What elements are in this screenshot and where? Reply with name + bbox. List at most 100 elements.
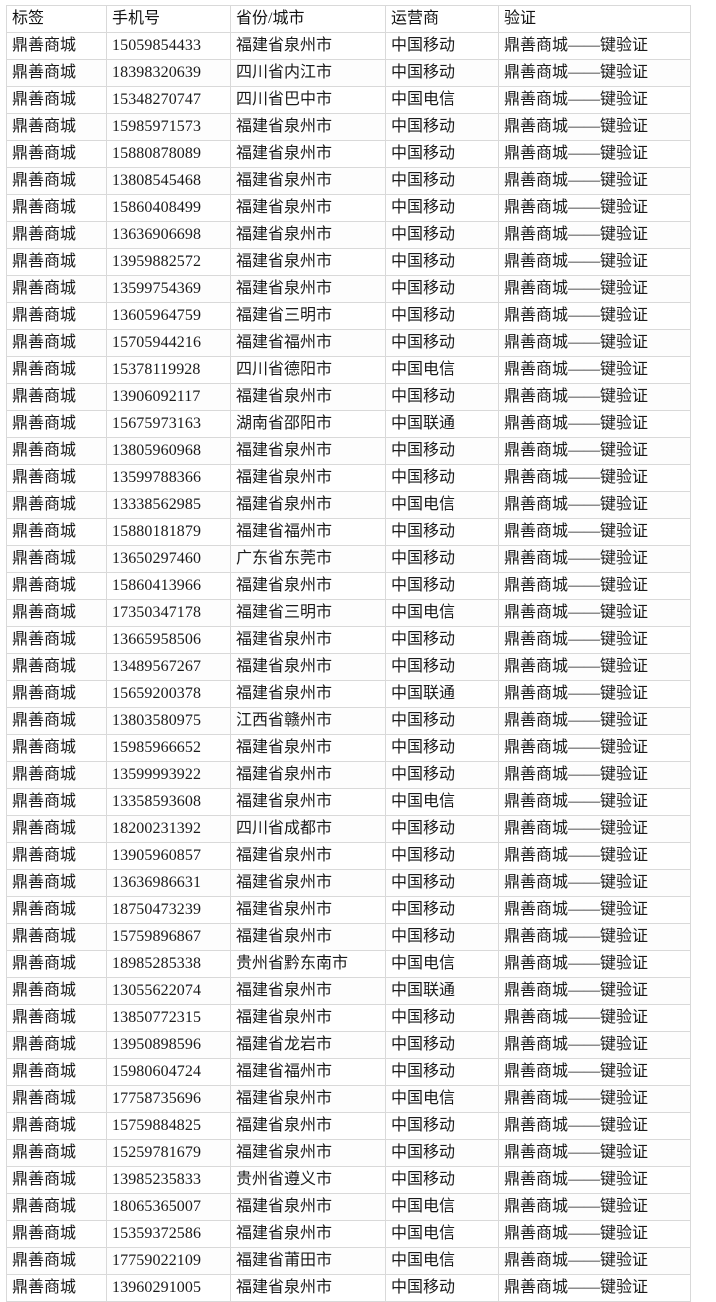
cell-verify[interactable]: 鼎善商城——键验证 — [498, 950, 691, 978]
table-row[interactable]: 鼎善商城 18200231392 四川省成都市 中国移动 鼎善商城——键验证 — [6, 815, 691, 843]
cell-phone[interactable]: 17350347178 — [106, 599, 231, 627]
cell-carrier[interactable]: 中国移动 — [385, 32, 499, 60]
table-row[interactable]: 鼎善商城 13985235833 贵州省遵义市 中国移动 鼎善商城——键验证 — [6, 1166, 691, 1194]
cell-verify[interactable]: 鼎善商城——键验证 — [498, 626, 691, 654]
table-row[interactable]: 鼎善商城 15259781679 福建省泉州市 中国移动 鼎善商城——键验证 — [6, 1139, 691, 1167]
cell-phone[interactable]: 15059854433 — [106, 32, 231, 60]
table-row[interactable]: 鼎善商城 15705944216 福建省福州市 中国移动 鼎善商城——键验证 — [6, 329, 691, 357]
table-row[interactable]: 鼎善商城 15659200378 福建省泉州市 中国联通 鼎善商城——键验证 — [6, 680, 691, 708]
cell-label[interactable]: 鼎善商城 — [6, 707, 107, 735]
cell-carrier[interactable]: 中国移动 — [385, 842, 499, 870]
cell-region[interactable]: 福建省泉州市 — [230, 194, 386, 222]
table-row[interactable]: 鼎善商城 15880181879 福建省福州市 中国移动 鼎善商城——键验证 — [6, 518, 691, 546]
cell-region[interactable]: 福建省泉州市 — [230, 977, 386, 1005]
cell-label[interactable]: 鼎善商城 — [6, 1139, 107, 1167]
cell-carrier[interactable]: 中国移动 — [385, 653, 499, 681]
cell-phone[interactable]: 13665958506 — [106, 626, 231, 654]
cell-phone[interactable]: 15675973163 — [106, 410, 231, 438]
cell-carrier[interactable]: 中国移动 — [385, 59, 499, 87]
cell-phone[interactable]: 18200231392 — [106, 815, 231, 843]
cell-verify[interactable]: 鼎善商城——键验证 — [498, 896, 691, 924]
cell-carrier[interactable]: 中国电信 — [385, 1193, 499, 1221]
cell-verify[interactable]: 鼎善商城——键验证 — [498, 599, 691, 627]
cell-label[interactable]: 鼎善商城 — [6, 1193, 107, 1221]
cell-carrier[interactable]: 中国移动 — [385, 1058, 499, 1086]
table-row[interactable]: 鼎善商城 13950898596 福建省龙岩市 中国移动 鼎善商城——键验证 — [6, 1031, 691, 1059]
cell-carrier[interactable]: 中国移动 — [385, 383, 499, 411]
cell-carrier[interactable]: 中国移动 — [385, 140, 499, 168]
cell-phone[interactable]: 15980604724 — [106, 1058, 231, 1086]
cell-verify[interactable]: 鼎善商城——键验证 — [498, 1031, 691, 1059]
cell-carrier[interactable]: 中国移动 — [385, 761, 499, 789]
cell-region[interactable]: 四川省巴中市 — [230, 86, 386, 114]
cell-verify[interactable]: 鼎善商城——键验证 — [498, 869, 691, 897]
cell-region[interactable]: 福建省泉州市 — [230, 167, 386, 195]
cell-phone[interactable]: 17758735696 — [106, 1085, 231, 1113]
table-row[interactable]: 鼎善商城 17350347178 福建省三明市 中国电信 鼎善商城——键验证 — [6, 599, 691, 627]
cell-phone[interactable]: 15705944216 — [106, 329, 231, 357]
cell-phone[interactable]: 13803580975 — [106, 707, 231, 735]
table-row[interactable]: 鼎善商城 17758735696 福建省泉州市 中国电信 鼎善商城——键验证 — [6, 1085, 691, 1113]
cell-label[interactable]: 鼎善商城 — [6, 896, 107, 924]
cell-phone[interactable]: 15259781679 — [106, 1139, 231, 1167]
cell-phone[interactable]: 13905960857 — [106, 842, 231, 870]
cell-phone[interactable]: 15378119928 — [106, 356, 231, 384]
table-row[interactable]: 鼎善商城 18065365007 福建省泉州市 中国电信 鼎善商城——键验证 — [6, 1193, 691, 1221]
cell-region[interactable]: 福建省泉州市 — [230, 1139, 386, 1167]
cell-region[interactable]: 福建省泉州市 — [230, 1004, 386, 1032]
table-row[interactable]: 鼎善商城 15675973163 湖南省邵阳市 中国联通 鼎善商城——键验证 — [6, 410, 691, 438]
cell-verify[interactable]: 鼎善商城——键验证 — [498, 1274, 691, 1302]
cell-label[interactable]: 鼎善商城 — [6, 950, 107, 978]
cell-phone[interactable]: 13906092117 — [106, 383, 231, 411]
cell-label[interactable]: 鼎善商城 — [6, 140, 107, 168]
cell-label[interactable]: 鼎善商城 — [6, 572, 107, 600]
table-row[interactable]: 鼎善商城 13599788366 福建省泉州市 中国移动 鼎善商城——键验证 — [6, 464, 691, 492]
cell-carrier[interactable]: 中国移动 — [385, 1139, 499, 1167]
cell-carrier[interactable]: 中国电信 — [385, 599, 499, 627]
table-row[interactable]: 鼎善商城 15860408499 福建省泉州市 中国移动 鼎善商城——键验证 — [6, 194, 691, 222]
cell-carrier[interactable]: 中国移动 — [385, 167, 499, 195]
cell-label[interactable]: 鼎善商城 — [6, 275, 107, 303]
table-row[interactable]: 鼎善商城 13805960968 福建省泉州市 中国移动 鼎善商城——键验证 — [6, 437, 691, 465]
table-row[interactable]: 鼎善商城 15880878089 福建省泉州市 中国移动 鼎善商城——键验证 — [6, 140, 691, 168]
cell-region[interactable]: 福建省泉州市 — [230, 383, 386, 411]
cell-region[interactable]: 福建省泉州市 — [230, 1274, 386, 1302]
table-row[interactable]: 鼎善商城 13808545468 福建省泉州市 中国移动 鼎善商城——键验证 — [6, 167, 691, 195]
table-row[interactable]: 鼎善商城 18750473239 福建省泉州市 中国移动 鼎善商城——键验证 — [6, 896, 691, 924]
cell-verify[interactable]: 鼎善商城——键验证 — [498, 410, 691, 438]
table-row[interactable]: 鼎善商城 13338562985 福建省泉州市 中国电信 鼎善商城——键验证 — [6, 491, 691, 519]
cell-carrier[interactable]: 中国移动 — [385, 1004, 499, 1032]
cell-carrier[interactable]: 中国电信 — [385, 356, 499, 384]
cell-carrier[interactable]: 中国电信 — [385, 1247, 499, 1275]
cell-carrier[interactable]: 中国移动 — [385, 815, 499, 843]
cell-phone[interactable]: 18398320639 — [106, 59, 231, 87]
cell-carrier[interactable]: 中国移动 — [385, 707, 499, 735]
cell-label[interactable]: 鼎善商城 — [6, 356, 107, 384]
cell-label[interactable]: 鼎善商城 — [6, 464, 107, 492]
cell-carrier[interactable]: 中国移动 — [385, 1031, 499, 1059]
cell-label[interactable]: 鼎善商城 — [6, 1166, 107, 1194]
cell-verify[interactable]: 鼎善商城——键验证 — [498, 221, 691, 249]
cell-verify[interactable]: 鼎善商城——键验证 — [498, 1247, 691, 1275]
table-row[interactable]: 鼎善商城 15985966652 福建省泉州市 中国移动 鼎善商城——键验证 — [6, 734, 691, 762]
cell-region[interactable]: 福建省福州市 — [230, 1058, 386, 1086]
cell-phone[interactable]: 13055622074 — [106, 977, 231, 1005]
cell-region[interactable]: 福建省泉州市 — [230, 1085, 386, 1113]
cell-verify[interactable]: 鼎善商城——键验证 — [498, 464, 691, 492]
cell-carrier[interactable]: 中国移动 — [385, 896, 499, 924]
cell-carrier[interactable]: 中国移动 — [385, 869, 499, 897]
cell-verify[interactable]: 鼎善商城——键验证 — [498, 356, 691, 384]
cell-verify[interactable]: 鼎善商城——键验证 — [498, 59, 691, 87]
cell-carrier[interactable]: 中国移动 — [385, 248, 499, 276]
cell-phone[interactable]: 13959882572 — [106, 248, 231, 276]
cell-carrier[interactable]: 中国电信 — [385, 491, 499, 519]
cell-phone[interactable]: 13950898596 — [106, 1031, 231, 1059]
table-row[interactable]: 鼎善商城 13358593608 福建省泉州市 中国电信 鼎善商城——键验证 — [6, 788, 691, 816]
cell-phone[interactable]: 15860408499 — [106, 194, 231, 222]
cell-region[interactable]: 福建省泉州市 — [230, 1220, 386, 1248]
cell-region[interactable]: 福建省泉州市 — [230, 653, 386, 681]
cell-verify[interactable]: 鼎善商城——键验证 — [498, 194, 691, 222]
cell-phone[interactable]: 13358593608 — [106, 788, 231, 816]
cell-verify[interactable]: 鼎善商城——键验证 — [498, 815, 691, 843]
cell-region[interactable]: 福建省泉州市 — [230, 1193, 386, 1221]
